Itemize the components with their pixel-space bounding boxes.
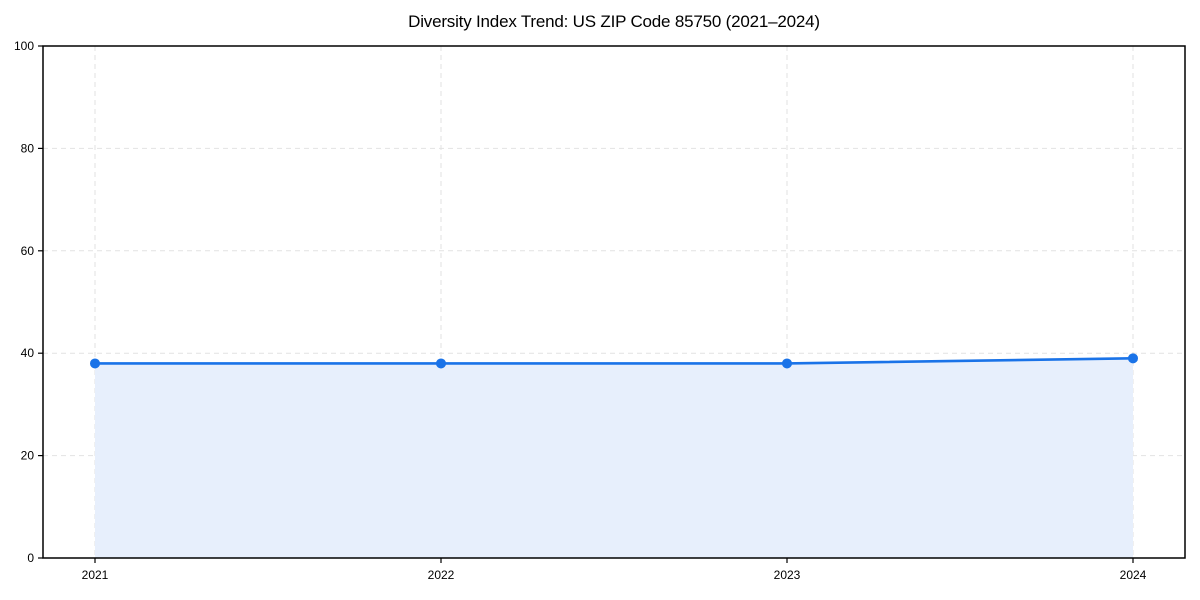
chart-title: Diversity Index Trend: US ZIP Code 85750…: [408, 12, 820, 31]
plot-frame: [42, 45, 1186, 559]
data-point-marker: [436, 358, 446, 369]
y-axis-tick-label: 40: [21, 346, 35, 360]
data-point-marker: [782, 358, 792, 369]
y-axis-tick-label: 0: [27, 551, 34, 565]
data-point-marker: [1128, 353, 1138, 364]
trend-line: [93, 357, 1135, 365]
x-axis-tick-label: 2024: [1120, 568, 1147, 582]
data-point-marker: [90, 358, 100, 369]
y-axis-tick-label: 80: [21, 141, 35, 155]
y-axis-tick-label: 20: [21, 449, 35, 463]
x-axis-tick-label: 2021: [82, 568, 109, 582]
y-axis-tick-label: 60: [21, 244, 35, 258]
area-fill: [95, 358, 1133, 558]
x-axis-tick-label: 2023: [774, 568, 801, 582]
y-axis-tick-label: 100: [14, 39, 34, 53]
x-axis-tick-label: 2022: [428, 568, 455, 582]
